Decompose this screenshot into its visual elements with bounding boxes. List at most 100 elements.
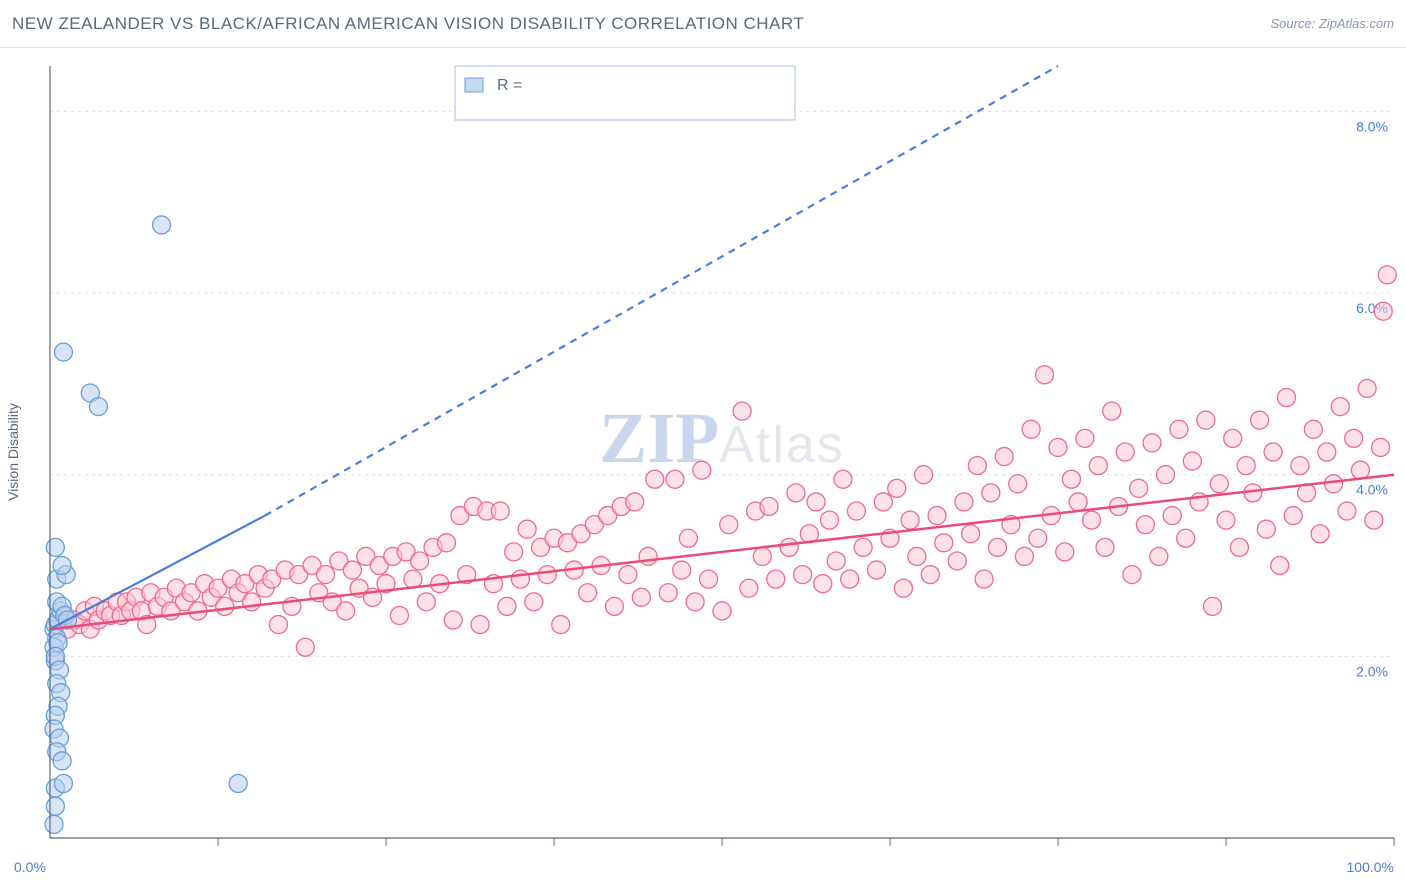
data-point	[471, 616, 489, 634]
data-point	[579, 584, 597, 602]
data-point	[1277, 389, 1295, 407]
data-point	[740, 579, 758, 597]
stats-r-label: R =	[497, 77, 522, 94]
data-point	[915, 466, 933, 484]
data-point	[928, 507, 946, 525]
data-point	[1210, 475, 1228, 493]
data-point	[908, 547, 926, 565]
data-point	[1284, 507, 1302, 525]
data-point	[54, 775, 72, 793]
data-point	[1015, 547, 1033, 565]
data-point	[89, 398, 107, 416]
data-point	[216, 597, 234, 615]
data-point	[337, 602, 355, 620]
data-point	[1116, 443, 1134, 461]
data-point	[1251, 411, 1269, 429]
data-point	[343, 561, 361, 579]
data-point	[1036, 366, 1054, 384]
data-point	[54, 343, 72, 361]
y-tick-label: 4.0%	[1356, 482, 1388, 498]
data-point	[1365, 511, 1383, 529]
data-point	[847, 502, 865, 520]
data-point	[982, 484, 1000, 502]
data-point	[45, 815, 63, 833]
x-tick-label: 0.0%	[14, 859, 46, 875]
data-point	[827, 552, 845, 570]
data-point	[1331, 398, 1349, 416]
data-point	[1378, 266, 1396, 284]
data-point	[901, 511, 919, 529]
data-point	[693, 461, 711, 479]
data-point	[955, 493, 973, 511]
data-point	[1157, 466, 1175, 484]
data-point	[1230, 538, 1248, 556]
data-point	[888, 479, 906, 497]
data-point	[1143, 434, 1161, 452]
data-point	[948, 552, 966, 570]
data-point	[417, 593, 435, 611]
data-point	[1123, 566, 1141, 584]
data-point	[1358, 379, 1376, 397]
data-point	[1183, 452, 1201, 470]
data-point	[1089, 457, 1107, 475]
data-point	[1177, 529, 1195, 547]
data-point	[1257, 520, 1275, 538]
data-point	[807, 493, 825, 511]
data-point	[1338, 502, 1356, 520]
data-point	[700, 570, 718, 588]
data-point	[46, 538, 64, 556]
data-point	[780, 538, 798, 556]
data-point	[243, 593, 261, 611]
data-point	[854, 538, 872, 556]
data-point	[317, 566, 335, 584]
data-point	[411, 552, 429, 570]
data-point	[1237, 457, 1255, 475]
data-point	[679, 529, 697, 547]
data-point	[1076, 429, 1094, 447]
data-point	[834, 470, 852, 488]
y-tick-label: 8.0%	[1356, 118, 1388, 134]
data-point	[46, 797, 64, 815]
data-point	[1374, 302, 1392, 320]
data-point	[626, 493, 644, 511]
chart-title: NEW ZEALANDER VS BLACK/AFRICAN AMERICAN …	[12, 14, 804, 34]
data-point	[733, 402, 751, 420]
data-point	[713, 602, 731, 620]
data-point	[538, 566, 556, 584]
data-point	[1224, 429, 1242, 447]
data-point	[525, 593, 543, 611]
data-point	[787, 484, 805, 502]
data-point	[874, 493, 892, 511]
data-point	[760, 497, 778, 515]
data-point	[1318, 443, 1336, 461]
data-point	[53, 557, 71, 575]
data-point	[1096, 538, 1114, 556]
y-axis-label: Vision Disability	[5, 403, 21, 501]
data-point	[296, 638, 314, 656]
legend-swatch	[465, 78, 483, 92]
data-point	[753, 547, 771, 565]
source-label: Source: ZipAtlas.com	[1270, 16, 1394, 31]
data-point	[814, 575, 832, 593]
data-point	[1150, 547, 1168, 565]
data-point	[659, 584, 677, 602]
data-point	[995, 448, 1013, 466]
data-point	[229, 775, 247, 793]
x-tick-label: 100.0%	[1347, 859, 1394, 875]
data-point	[1170, 420, 1188, 438]
data-point	[153, 216, 171, 234]
data-point	[968, 457, 986, 475]
y-tick-label: 2.0%	[1356, 663, 1388, 679]
data-point	[1345, 429, 1363, 447]
data-point	[921, 566, 939, 584]
data-point	[639, 547, 657, 565]
data-point	[894, 579, 912, 597]
data-point	[666, 470, 684, 488]
data-point	[1351, 461, 1369, 479]
data-point	[1311, 525, 1329, 543]
data-point	[1056, 543, 1074, 561]
data-point	[1062, 470, 1080, 488]
data-point	[1325, 475, 1343, 493]
data-point	[1271, 557, 1289, 575]
data-point	[390, 606, 408, 624]
